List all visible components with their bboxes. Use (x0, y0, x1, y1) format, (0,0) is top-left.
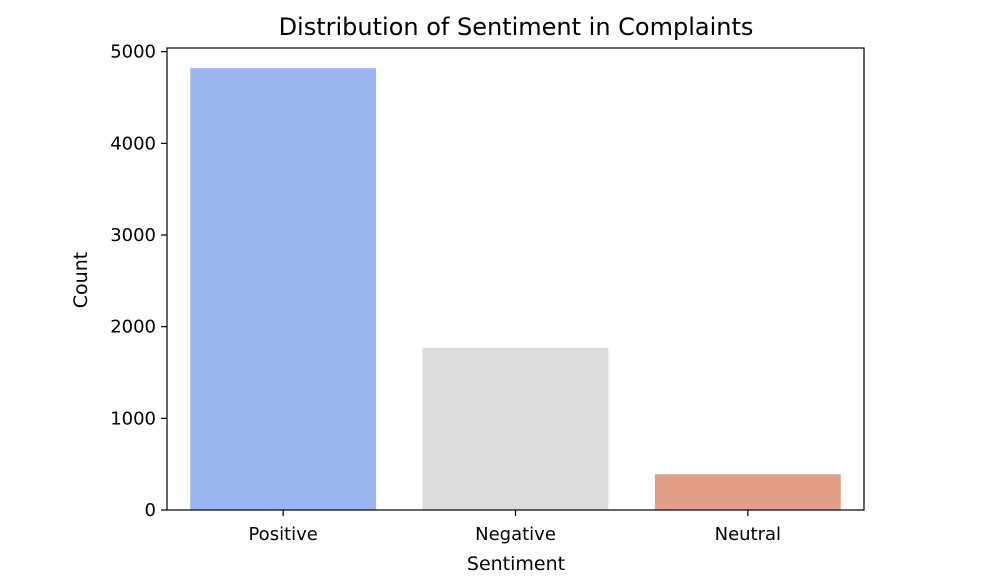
x-tick-label: Negative (475, 524, 556, 545)
y-tick-label: 1000 (110, 408, 156, 429)
bar-neutral (654, 474, 841, 510)
y-tick-label: 2000 (110, 317, 156, 338)
x-axis-label: Sentiment (467, 553, 565, 575)
chart-title: Distribution of Sentiment in Complaints (279, 13, 754, 41)
bars-layer (190, 68, 841, 511)
y-tick-label: 3000 (110, 225, 156, 246)
x-tick-label: Positive (248, 524, 317, 545)
bar-negative (422, 347, 609, 510)
x-tick-label: Neutral (715, 524, 781, 545)
y-tick-label: 5000 (110, 42, 156, 63)
ticks-layer: Positive Negative Neutral 0 1000 2000 3000 4000… (110, 42, 781, 545)
y-axis-label: Count (70, 252, 92, 308)
y-tick-label: 0 (145, 500, 156, 521)
bar-positive (190, 68, 377, 511)
plot-frame (166, 47, 865, 511)
y-tick-label: 4000 (110, 133, 156, 154)
